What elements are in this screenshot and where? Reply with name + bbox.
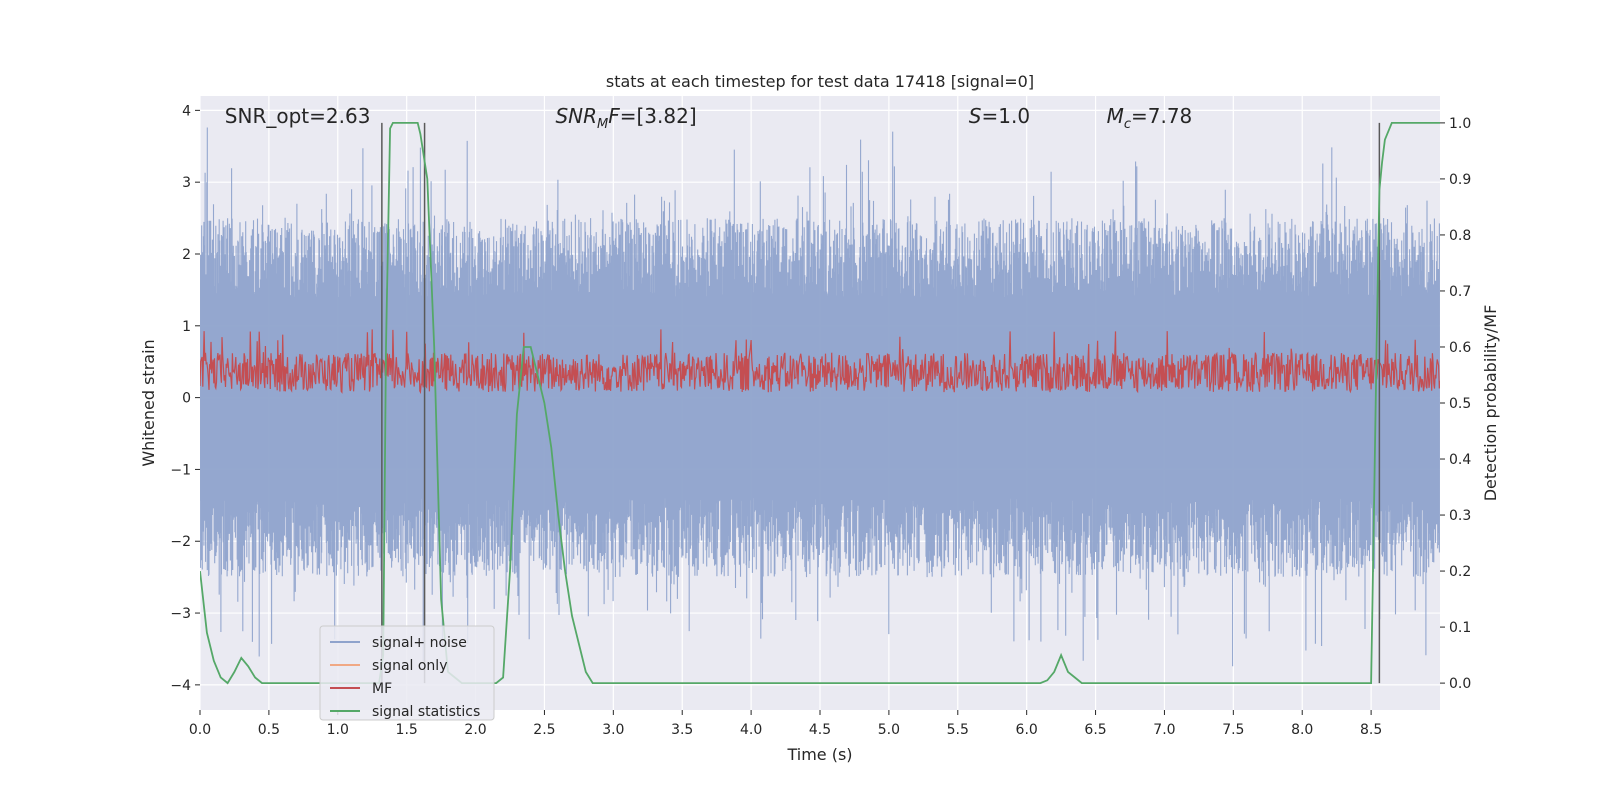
chart-title: stats at each timestep for test data 174… <box>606 72 1034 91</box>
y2-axis-ticks: 1.0 0.9 0.8 0.7 0.6 0.5 0.4 0.3 0.2 0.1 0.0 <box>1440 116 1471 692</box>
y2-tick-label: 0.8 <box>1449 228 1471 244</box>
mf-line <box>200 329 1440 395</box>
legend-label: signal statistics <box>372 704 480 720</box>
x-axis-ticks: 0.0 0.5 1.0 1.5 2.0 2.5 3.0 3.5 4.0 4.5 5.0 5.5 6.0 6… <box>189 710 1382 738</box>
x-tick-label: 0.0 <box>189 722 211 738</box>
x-tick-label: 3.5 <box>671 722 693 738</box>
annotation-mc-value: Mc=7.78 <box>1107 104 1193 132</box>
y-tick-label: 1 <box>182 319 191 335</box>
y2-tick-label: 0.9 <box>1449 172 1471 188</box>
mf-series <box>200 329 1440 395</box>
legend-label: MF <box>372 681 392 697</box>
y-tick-label: 4 <box>182 103 191 119</box>
y-tick-label: −4 <box>170 678 191 694</box>
legend-box <box>319 625 495 721</box>
y-tick-label: 2 <box>182 247 191 263</box>
legend: signal+ noise signal only MF signal statist… <box>319 625 495 721</box>
y-tick-label: 3 <box>182 175 191 191</box>
y2-tick-label: 0.5 <box>1449 396 1471 412</box>
y2-tick-label: 0.6 <box>1449 340 1471 356</box>
signal-statistics-line <box>200 122 1440 685</box>
annotations: SNR_opt=2.63 SNRMF=[3.82] S=1.0 Mc=7.78 <box>225 104 1192 132</box>
y-tick-label: −1 <box>170 462 191 478</box>
y2-tick-label: 0.0 <box>1449 676 1471 692</box>
y2-tick-label: 0.4 <box>1449 452 1471 468</box>
annotation-s-value: S=1.0 <box>969 104 1030 128</box>
x-tick-label: 6.0 <box>1016 722 1038 738</box>
legend-label: signal only <box>372 658 447 674</box>
x-tick-label: 2.0 <box>464 722 486 738</box>
x-axis-label: Time (s) <box>786 745 852 764</box>
x-tick-label: 0.5 <box>258 722 280 738</box>
x-tick-label: 7.0 <box>1153 722 1175 738</box>
y-tick-label: −2 <box>170 534 191 550</box>
annotation-snr-mf: SNRMF=[3.82] <box>555 104 696 132</box>
y-tick-label: −3 <box>170 606 191 622</box>
x-tick-label: 5.0 <box>878 722 900 738</box>
x-tick-label: 1.0 <box>327 722 349 738</box>
y2-tick-label: 0.7 <box>1449 284 1471 300</box>
x-tick-label: 6.5 <box>1084 722 1106 738</box>
y2-tick-label: 0.1 <box>1449 620 1471 636</box>
annotation-snr-opt: SNR_opt=2.63 <box>225 104 371 128</box>
x-tick-label: 8.5 <box>1360 722 1382 738</box>
y2-tick-label: 1.0 <box>1449 116 1471 132</box>
y-axis-label: Whitened strain <box>139 339 158 466</box>
x-tick-label: 5.5 <box>947 722 969 738</box>
x-tick-label: 4.0 <box>740 722 762 738</box>
y-axis-ticks: 4 3 2 1 0 −1 −2 −3 −4 <box>170 103 200 694</box>
signal-statistics-series <box>200 122 1440 685</box>
x-tick-label: 1.5 <box>396 722 418 738</box>
y-tick-label: 0 <box>182 391 191 407</box>
y2-tick-label: 0.3 <box>1449 508 1471 524</box>
x-tick-label: 4.5 <box>809 722 831 738</box>
x-tick-label: 2.5 <box>533 722 555 738</box>
x-tick-label: 7.5 <box>1222 722 1244 738</box>
y2-tick-label: 0.2 <box>1449 564 1471 580</box>
y2-axis-label: Detection probability/MF <box>1481 305 1500 502</box>
legend-label: signal+ noise <box>372 635 467 651</box>
x-tick-label: 8.0 <box>1291 722 1313 738</box>
x-tick-label: 3.0 <box>602 722 624 738</box>
